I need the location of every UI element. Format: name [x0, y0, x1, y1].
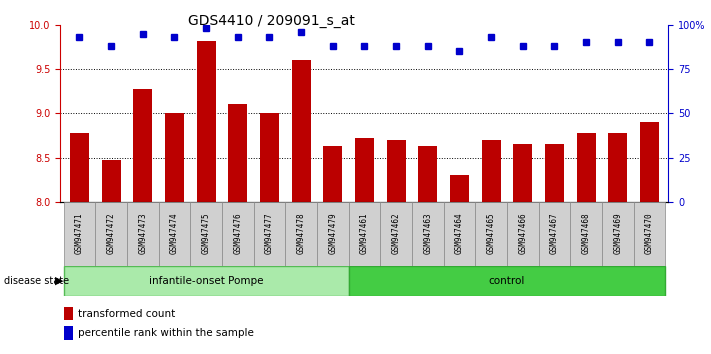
Text: control: control — [488, 275, 525, 286]
Text: GSM947469: GSM947469 — [613, 213, 622, 255]
Bar — [285, 202, 317, 266]
Bar — [608, 133, 627, 202]
Text: GSM947476: GSM947476 — [233, 213, 242, 255]
Bar — [507, 202, 538, 266]
Text: disease state: disease state — [4, 275, 69, 286]
Bar — [63, 202, 95, 266]
Text: GSM947475: GSM947475 — [202, 213, 210, 255]
Bar — [317, 202, 348, 266]
Text: percentile rank within the sample: percentile rank within the sample — [78, 328, 254, 338]
Bar — [387, 140, 405, 202]
Bar — [412, 202, 444, 266]
Bar — [228, 104, 247, 202]
Bar — [538, 202, 570, 266]
Bar — [475, 202, 507, 266]
Bar — [196, 41, 215, 202]
Bar — [634, 202, 665, 266]
Bar — [602, 202, 634, 266]
Bar — [570, 202, 602, 266]
Bar — [513, 144, 533, 202]
Bar — [102, 160, 121, 202]
Text: GDS4410 / 209091_s_at: GDS4410 / 209091_s_at — [188, 14, 356, 28]
Bar — [640, 122, 659, 202]
Text: transformed count: transformed count — [78, 309, 176, 319]
Bar — [133, 88, 152, 202]
Bar — [324, 146, 342, 202]
Text: GSM947468: GSM947468 — [582, 213, 591, 255]
Text: GSM947466: GSM947466 — [518, 213, 527, 255]
Bar — [292, 60, 311, 202]
Bar — [70, 133, 89, 202]
Text: GSM947472: GSM947472 — [107, 213, 116, 255]
Bar — [64, 307, 73, 320]
Bar — [127, 202, 159, 266]
Bar — [64, 326, 73, 340]
Bar — [481, 140, 501, 202]
Bar — [191, 202, 222, 266]
Bar — [95, 202, 127, 266]
Text: GSM947474: GSM947474 — [170, 213, 179, 255]
Text: GSM947471: GSM947471 — [75, 213, 84, 255]
Text: GSM947467: GSM947467 — [550, 213, 559, 255]
Bar — [254, 202, 285, 266]
Bar — [418, 146, 437, 202]
Bar — [577, 133, 596, 202]
Text: GSM947478: GSM947478 — [296, 213, 306, 255]
Text: GSM947477: GSM947477 — [265, 213, 274, 255]
Text: GSM947461: GSM947461 — [360, 213, 369, 255]
Text: GSM947473: GSM947473 — [138, 213, 147, 255]
Bar — [380, 202, 412, 266]
Bar — [159, 202, 191, 266]
Bar — [348, 266, 665, 296]
Bar — [260, 113, 279, 202]
Text: GSM947479: GSM947479 — [328, 213, 337, 255]
Text: GSM947465: GSM947465 — [486, 213, 496, 255]
Text: GSM947462: GSM947462 — [392, 213, 400, 255]
Bar — [545, 144, 564, 202]
Bar — [63, 266, 348, 296]
Bar — [355, 138, 374, 202]
Text: GSM947463: GSM947463 — [423, 213, 432, 255]
Bar — [444, 202, 475, 266]
Bar — [222, 202, 254, 266]
Bar — [165, 113, 184, 202]
Text: infantile-onset Pompe: infantile-onset Pompe — [149, 275, 263, 286]
Bar — [450, 175, 469, 202]
Text: GSM947470: GSM947470 — [645, 213, 654, 255]
Bar — [348, 202, 380, 266]
Text: GSM947464: GSM947464 — [455, 213, 464, 255]
Text: ▶: ▶ — [55, 275, 63, 286]
